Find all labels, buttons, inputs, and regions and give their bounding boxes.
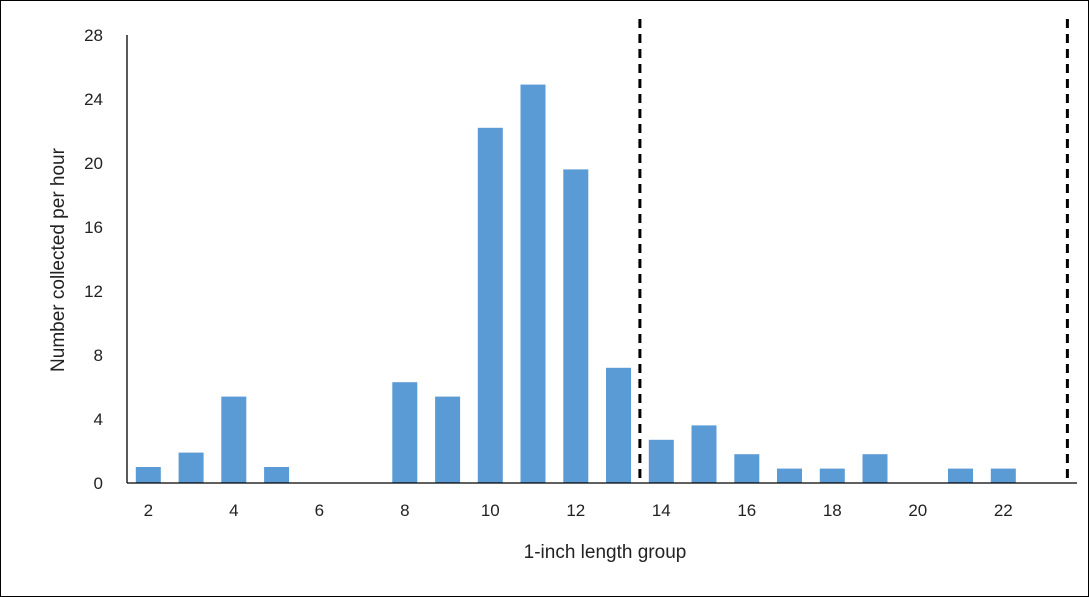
x-tick-label-18: 18 [823,501,842,520]
bar-9 [435,396,461,483]
bar-19 [862,454,888,483]
bar-5 [264,467,290,483]
bar-4 [221,396,247,483]
bar-17 [777,468,802,483]
bar-10 [477,127,503,484]
x-tick-label-12: 12 [566,501,585,520]
x-tick-label-20: 20 [908,501,927,520]
x-tick-labels: 2 4 6 8 10 12 14 16 18 20 22 [144,501,1013,520]
x-tick-label-16: 16 [737,501,756,520]
x-tick-label-10: 10 [481,501,500,520]
bar-13 [606,367,631,483]
reference-lines [638,19,1069,483]
y-tick-label-28: 28 [84,26,103,45]
x-tick-label-6: 6 [315,501,324,520]
y-tick-labels: 0 4 8 12 16 20 24 28 [84,26,103,493]
bar-21 [948,468,973,483]
y-tick-label-0: 0 [94,474,103,493]
x-tick-label-22: 22 [994,501,1013,520]
y-tick-label-20: 20 [84,154,103,173]
bars-group [135,84,1016,484]
y-tick-label-24: 24 [84,90,103,109]
y-tick-label-12: 12 [84,282,103,301]
bar-2 [135,467,161,483]
x-tick-label-14: 14 [652,501,671,520]
bar-8 [392,382,418,483]
x-tick-label-2: 2 [144,501,153,520]
y-axis-title: Number collected per hour [48,147,69,372]
y-tick-label-8: 8 [94,346,103,365]
bar-16 [734,454,760,483]
bar-18 [819,468,845,483]
x-tick-label-8: 8 [400,501,409,520]
y-tick-label-16: 16 [84,218,103,237]
bar-15 [691,425,717,483]
y-tick-label-4: 4 [94,410,103,429]
bar-12 [563,169,589,483]
bar-22 [990,468,1016,483]
bar-11 [520,84,546,483]
bar-14 [648,439,674,483]
x-axis-title: 1-inch length group [524,542,687,563]
bar-3 [178,452,204,483]
x-tick-label-4: 4 [229,501,238,520]
